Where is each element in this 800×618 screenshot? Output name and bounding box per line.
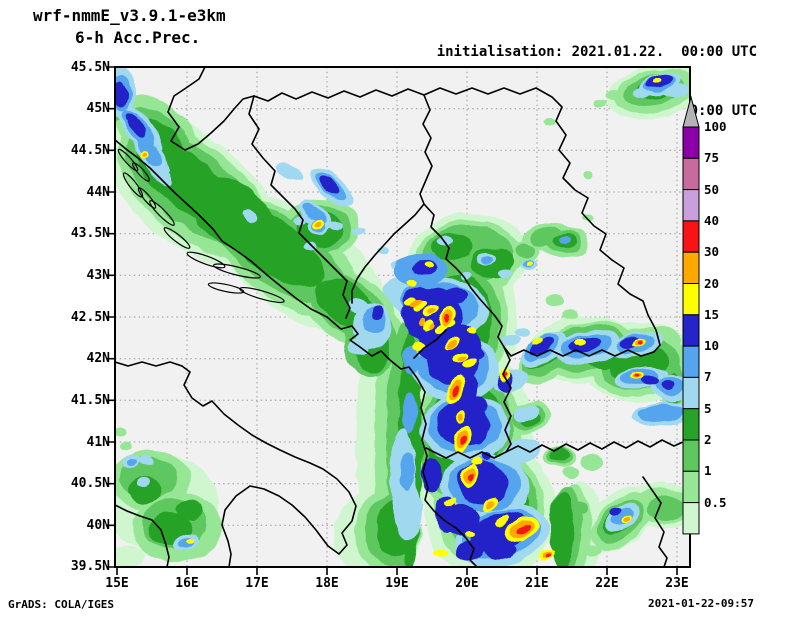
calabria-coastline bbox=[115, 504, 170, 567]
lat-tick-label: 44.5N bbox=[70, 143, 110, 158]
creation-timestamp: 2021-01-22-09:57 bbox=[648, 597, 754, 610]
colorbar-value-label: 30 bbox=[704, 244, 720, 259]
lat-tick-label: 45.5N bbox=[70, 60, 110, 75]
colorbar-segment bbox=[682, 220, 700, 253]
colorbar-segment bbox=[682, 283, 700, 316]
colorbar-segment bbox=[682, 189, 700, 222]
grads-credit-label: GrADS: COLA/IGES bbox=[8, 598, 114, 611]
lon-tick-label: 19E bbox=[385, 576, 409, 591]
colorbar-value-label: 7 bbox=[704, 369, 712, 384]
lon-tick-label: 16E bbox=[175, 576, 199, 591]
colorbar-segment bbox=[682, 408, 700, 441]
lat-tick-label: 43.5N bbox=[70, 226, 110, 241]
colorbar-segment bbox=[682, 502, 700, 535]
lon-tick-label: 22E bbox=[595, 576, 619, 591]
lon-tick-label: 18E bbox=[315, 576, 339, 591]
colorbar-segment bbox=[682, 126, 700, 159]
albania-macedonia-border bbox=[502, 346, 512, 453]
colorbar-segment bbox=[682, 376, 700, 410]
model-title: wrf-nmmE_v3.9.1-e3km bbox=[33, 6, 226, 25]
precipitation-field bbox=[115, 67, 690, 567]
colorbar-value-label: 2 bbox=[704, 432, 712, 447]
colorbar-value-label: 5 bbox=[704, 401, 712, 416]
precip-layer-red bbox=[444, 314, 642, 559]
lat-tick-label: 41N bbox=[86, 435, 110, 450]
greece-west-coastline bbox=[642, 476, 668, 567]
colorbar bbox=[682, 95, 700, 535]
lat-tick-label: 40N bbox=[86, 518, 110, 533]
serbia-montenegro-kosovo-border bbox=[423, 203, 505, 348]
product-title: 6-h Acc.Prec. bbox=[75, 28, 201, 47]
colorbar-value-label: 20 bbox=[704, 276, 720, 291]
colorbar-segment bbox=[682, 470, 700, 504]
italy-coastline bbox=[115, 361, 357, 567]
lat-tick-label: 39.5N bbox=[70, 559, 110, 574]
kosovo-macedonia-border bbox=[503, 344, 661, 357]
axis-tick-marks bbox=[107, 66, 678, 575]
montenegro-albania-border bbox=[413, 329, 447, 359]
lon-tick-label: 17E bbox=[245, 576, 269, 591]
colorbar-value-label: 75 bbox=[704, 150, 720, 165]
lat-tick-label: 40.5N bbox=[70, 476, 110, 491]
colorbar-value-label: 100 bbox=[704, 119, 727, 134]
greece-north-border bbox=[425, 439, 684, 459]
colorbar-segment bbox=[682, 157, 700, 191]
lat-tick-label: 43N bbox=[86, 268, 110, 283]
colorbar-segment bbox=[682, 314, 700, 347]
slovenia-croatia-border bbox=[167, 67, 255, 151]
init-time-label: initialisation: 2021.01.22. 00:00 UTC bbox=[436, 44, 757, 60]
lat-tick-label: 42.5N bbox=[70, 310, 110, 325]
colorbar-value-label: 10 bbox=[704, 338, 720, 353]
colorbar-value-label: 0.5 bbox=[704, 495, 727, 510]
croatia-bosnia-border bbox=[248, 95, 351, 319]
colorbar-value-label: 50 bbox=[704, 182, 720, 197]
sava-serbia-border bbox=[253, 87, 661, 346]
drina-border bbox=[351, 94, 433, 304]
lat-tick-label: 44N bbox=[86, 185, 110, 200]
adriatic-coastline bbox=[115, 139, 478, 567]
colorbar-segment bbox=[682, 439, 700, 472]
lon-tick-label: 21E bbox=[525, 576, 549, 591]
lon-tick-label: 15E bbox=[105, 576, 129, 591]
colorbar-segment bbox=[682, 251, 700, 284]
precip-layer-dark-blue bbox=[115, 74, 675, 561]
lat-tick-label: 41.5N bbox=[70, 393, 110, 408]
lat-tick-label: 45N bbox=[86, 101, 110, 116]
colorbar-value-label: 1 bbox=[704, 463, 712, 478]
borders-group bbox=[115, 67, 684, 567]
lon-tick-label: 20E bbox=[455, 576, 479, 591]
croatian-islands bbox=[117, 148, 285, 304]
colorbar-value-label: 15 bbox=[704, 307, 720, 322]
colorbar-value-label: 40 bbox=[704, 213, 720, 228]
colorbar-segment bbox=[682, 345, 700, 378]
lon-tick-label: 23E bbox=[665, 576, 689, 591]
lat-tick-label: 42N bbox=[86, 351, 110, 366]
